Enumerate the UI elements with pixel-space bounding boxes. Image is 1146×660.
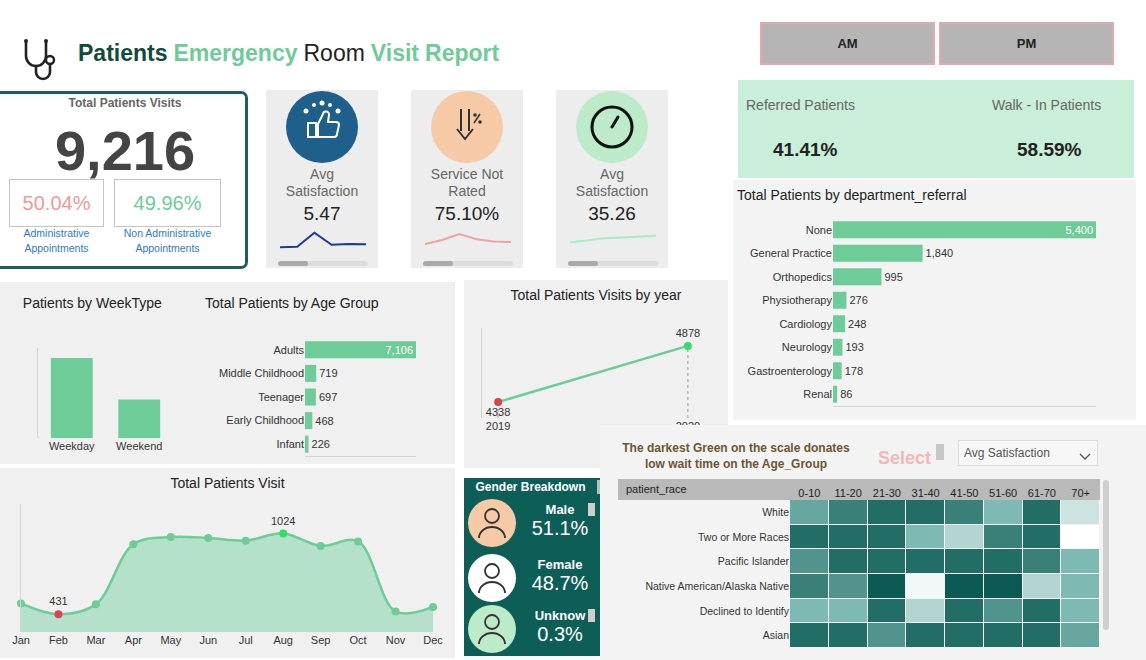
html-text:The darkest Green on the scale: The darkest Green on the scale donates l…: [622, 441, 850, 471]
html-text:58.59%: 58.59%: [1017, 139, 1082, 160]
svg-text:Feb: Feb: [49, 634, 68, 646]
html-text:49.96%: 49.96%: [133, 192, 202, 214]
svg-text:1,840: 1,840: [926, 247, 954, 259]
svg-text:Total Patients Visit: Total Patients Visit: [170, 475, 284, 491]
svg-text:General Practice: General Practice: [750, 247, 832, 259]
svg-text:Nov: Nov: [386, 634, 406, 646]
svg-text:5,400: 5,400: [1065, 224, 1093, 236]
svg-text:4338: 4338: [486, 406, 510, 418]
svg-text:Jun: Jun: [199, 634, 217, 646]
svg-text:51-60: 51-60: [989, 487, 1017, 499]
svg-text:Aug: Aug: [273, 634, 293, 646]
html-text:35.26: 35.26: [588, 203, 636, 224]
svg-text:Total Patients by Age Group: Total Patients by Age Group: [205, 295, 379, 311]
svg-text:1024: 1024: [271, 515, 295, 527]
svg-text:193: 193: [845, 341, 863, 353]
svg-text:Cardiology: Cardiology: [779, 318, 832, 330]
svg-text:Jan: Jan: [12, 634, 30, 646]
svg-text:Native American/Alaska Native: Native American/Alaska Native: [645, 580, 789, 592]
html-text:75.10%: 75.10%: [434, 203, 500, 224]
svg-text:Physiotherapy: Physiotherapy: [762, 294, 832, 306]
svg-text:Adults: Adults: [273, 344, 304, 356]
svg-text:61-70: 61-70: [1028, 487, 1056, 499]
html-text:5.47: 5.47: [303, 203, 341, 224]
html-text:Referred Patients: Referred Patients: [746, 97, 855, 113]
svg-text:Weekend: Weekend: [116, 440, 162, 452]
svg-text:178: 178: [845, 365, 863, 377]
svg-text:Two or More Races: Two or More Races: [698, 531, 789, 543]
svg-text:Total Patients by department_r: Total Patients by department_referral: [737, 187, 967, 203]
svg-text:Renal: Renal: [803, 388, 832, 400]
html-text:PM: PM: [1016, 36, 1037, 51]
html-text:9,216: 9,216: [54, 119, 196, 182]
html-text:Female: Female: [537, 557, 583, 572]
svg-text:White: White: [762, 506, 789, 518]
html-text:0.3%: 0.3%: [537, 623, 583, 645]
svg-text:Total Patients Visits by year: Total Patients Visits by year: [511, 287, 682, 303]
html-text:AM: AM: [837, 36, 858, 51]
html-text:Patients Emergency Room Visit: Patients Emergency Room Visit Report: [78, 40, 500, 66]
html-text:Total Patients Visits: Total Patients Visits: [68, 96, 182, 110]
svg-text:468: 468: [315, 415, 333, 427]
svg-text:Pacific Islander: Pacific Islander: [718, 555, 790, 567]
svg-text:248: 248: [848, 318, 866, 330]
svg-text:0-10: 0-10: [798, 487, 820, 499]
svg-text:226: 226: [312, 438, 330, 450]
svg-text:Teenager: Teenager: [258, 391, 304, 403]
svg-text:276: 276: [849, 294, 867, 306]
html-text:Administrative Appointments: Administrative Appointments: [23, 227, 90, 254]
svg-text:995: 995: [884, 271, 902, 283]
svg-text:patient_race: patient_race: [626, 483, 687, 495]
svg-text:719: 719: [319, 367, 337, 379]
svg-text:Sep: Sep: [311, 634, 331, 646]
html-text:Non Administrative Appointment: Non Administrative Appointments: [123, 227, 212, 254]
svg-text:Dec: Dec: [423, 634, 443, 646]
svg-text:Middle Childhood: Middle Childhood: [219, 367, 304, 379]
svg-text:None: None: [806, 224, 832, 236]
svg-text:Gastroenterology: Gastroenterology: [748, 365, 833, 377]
svg-text:7,106: 7,106: [385, 344, 413, 356]
svg-text:Orthopedics: Orthopedics: [773, 271, 833, 283]
svg-text:Asian: Asian: [763, 629, 789, 641]
html-text:41.41%: 41.41%: [773, 139, 838, 160]
svg-text:Declined to Identify: Declined to Identify: [700, 605, 790, 617]
html-text:Avg Satisfaction: Avg Satisfaction: [285, 166, 359, 199]
html-text:51.1%: 51.1%: [531, 517, 589, 539]
svg-text:Oct: Oct: [350, 634, 367, 646]
svg-text:Patients by WeekType: Patients by WeekType: [23, 295, 162, 311]
html-text:Avg Satisfaction: Avg Satisfaction: [575, 166, 649, 199]
svg-text:41-50: 41-50: [950, 487, 978, 499]
svg-text:Weekday: Weekday: [49, 440, 95, 452]
html-text:48.7%: 48.7%: [531, 572, 589, 594]
svg-text:Neurology: Neurology: [782, 341, 833, 353]
html-text:Select: Select: [878, 448, 931, 468]
svg-text:Apr: Apr: [125, 634, 142, 646]
svg-text:Jul: Jul: [239, 634, 253, 646]
html-text:Gender Breakdown: Gender Breakdown: [475, 480, 586, 494]
svg-text:4878: 4878: [676, 327, 700, 339]
svg-text:2019: 2019: [486, 420, 510, 432]
html-text:50.04%: 50.04%: [22, 192, 91, 214]
svg-text:21-30: 21-30: [873, 487, 901, 499]
svg-text:697: 697: [319, 391, 337, 403]
svg-text:86: 86: [840, 388, 852, 400]
svg-text:Early Childhood: Early Childhood: [226, 414, 304, 426]
svg-text:Mar: Mar: [86, 634, 105, 646]
html-text:Unknow: Unknow: [534, 608, 586, 623]
html-text:Walk - In Patients: Walk - In Patients: [992, 97, 1102, 113]
svg-text:70+: 70+: [1071, 487, 1090, 499]
svg-text:31-40: 31-40: [912, 487, 940, 499]
svg-text:May: May: [160, 634, 181, 646]
html-text:Avg Satisfaction: Avg Satisfaction: [964, 446, 1050, 460]
svg-text:Infant: Infant: [276, 438, 304, 450]
svg-text:11-20: 11-20: [834, 487, 861, 499]
html-text:Service Not Rated: Service Not Rated: [430, 166, 504, 199]
svg-text:431: 431: [49, 595, 67, 607]
html-text:Male: Male: [545, 502, 575, 517]
